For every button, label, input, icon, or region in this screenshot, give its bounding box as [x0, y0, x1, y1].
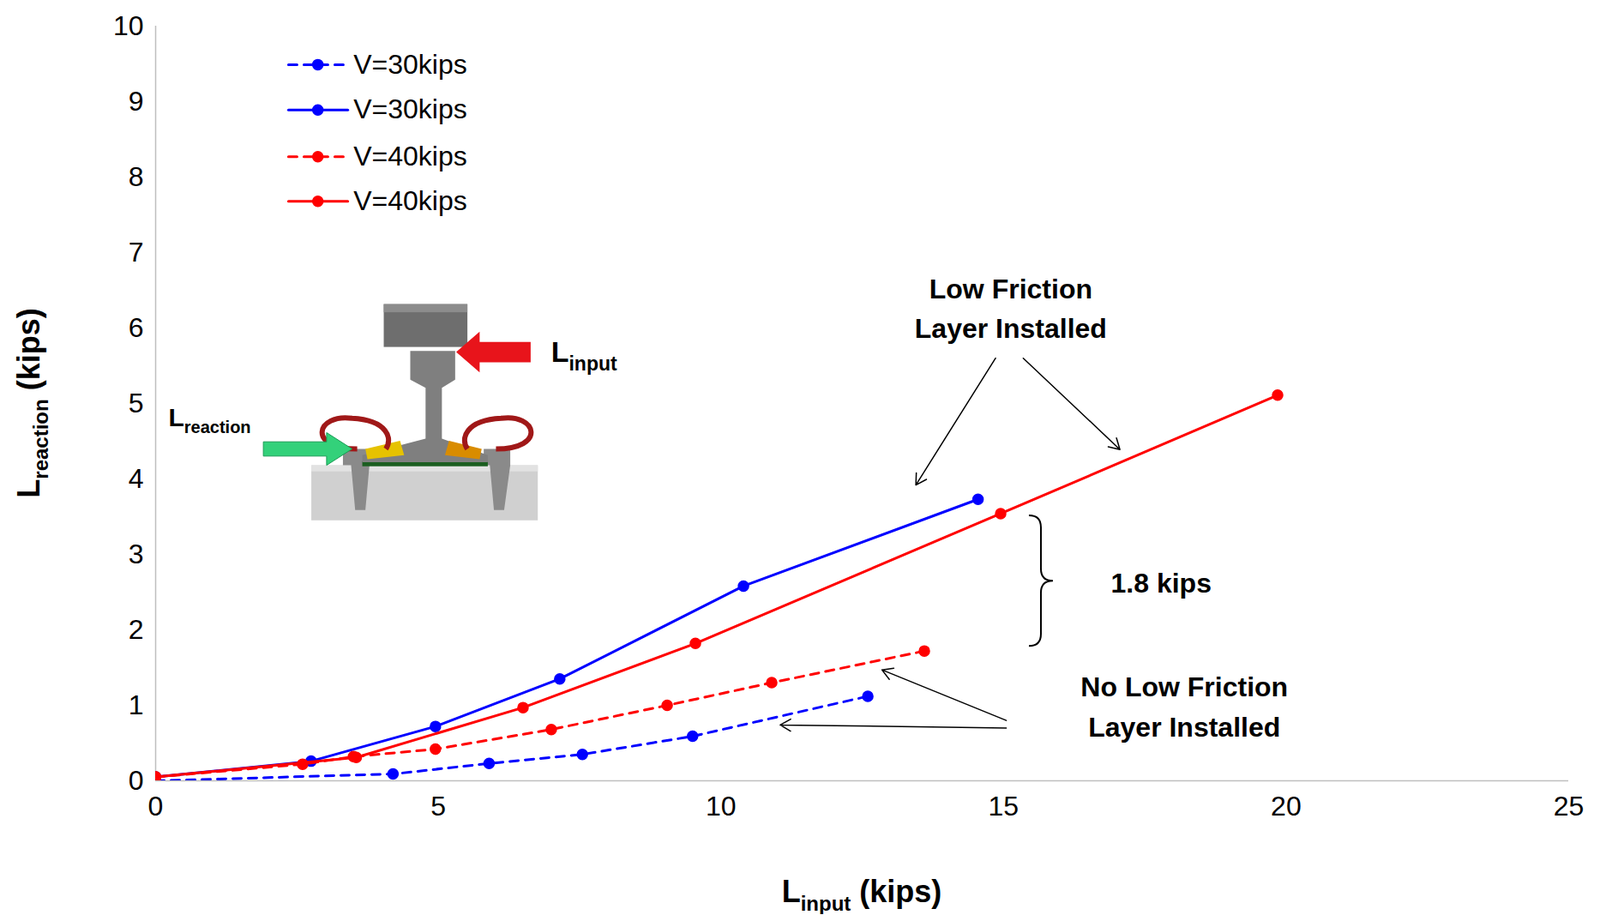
svg-text:10: 10: [705, 790, 737, 822]
svg-text:V=40kips: V=40kips: [353, 185, 468, 217]
svg-text:Lreaction: Lreaction: [168, 403, 251, 437]
svg-text:0: 0: [148, 790, 164, 822]
svg-text:20: 20: [1270, 790, 1302, 822]
svg-text:6: 6: [128, 312, 145, 343]
svg-text:8: 8: [128, 161, 145, 193]
svg-text:V=40kips: V=40kips: [353, 140, 468, 172]
svg-text:No Low FrictionLayer Installed: No Low FrictionLayer Installed: [1080, 671, 1288, 742]
svg-text:15: 15: [988, 790, 1020, 822]
svg-text:2: 2: [128, 613, 145, 645]
svg-text:4: 4: [128, 463, 145, 494]
svg-text:1.8 kips: 1.8 kips: [1111, 567, 1212, 599]
svg-text:25: 25: [1553, 790, 1585, 822]
svg-text:1: 1: [128, 689, 145, 721]
svg-text:7: 7: [128, 236, 145, 268]
svg-text:Lreaction (kips): Lreaction (kips): [11, 307, 53, 498]
svg-text:10: 10: [113, 10, 145, 42]
svg-text:3: 3: [128, 538, 145, 570]
svg-text:0: 0: [128, 764, 145, 796]
svg-text:V=30kips: V=30kips: [353, 48, 468, 80]
svg-text:Linput: Linput: [551, 335, 618, 375]
svg-text:Linput (kips): Linput (kips): [781, 873, 943, 915]
svg-text:5: 5: [430, 790, 446, 822]
svg-text:5: 5: [128, 387, 145, 419]
svg-text:Low FrictionLayer Installed: Low FrictionLayer Installed: [914, 273, 1107, 344]
svg-text:V=30kips: V=30kips: [353, 93, 468, 125]
svg-text:9: 9: [128, 85, 145, 117]
